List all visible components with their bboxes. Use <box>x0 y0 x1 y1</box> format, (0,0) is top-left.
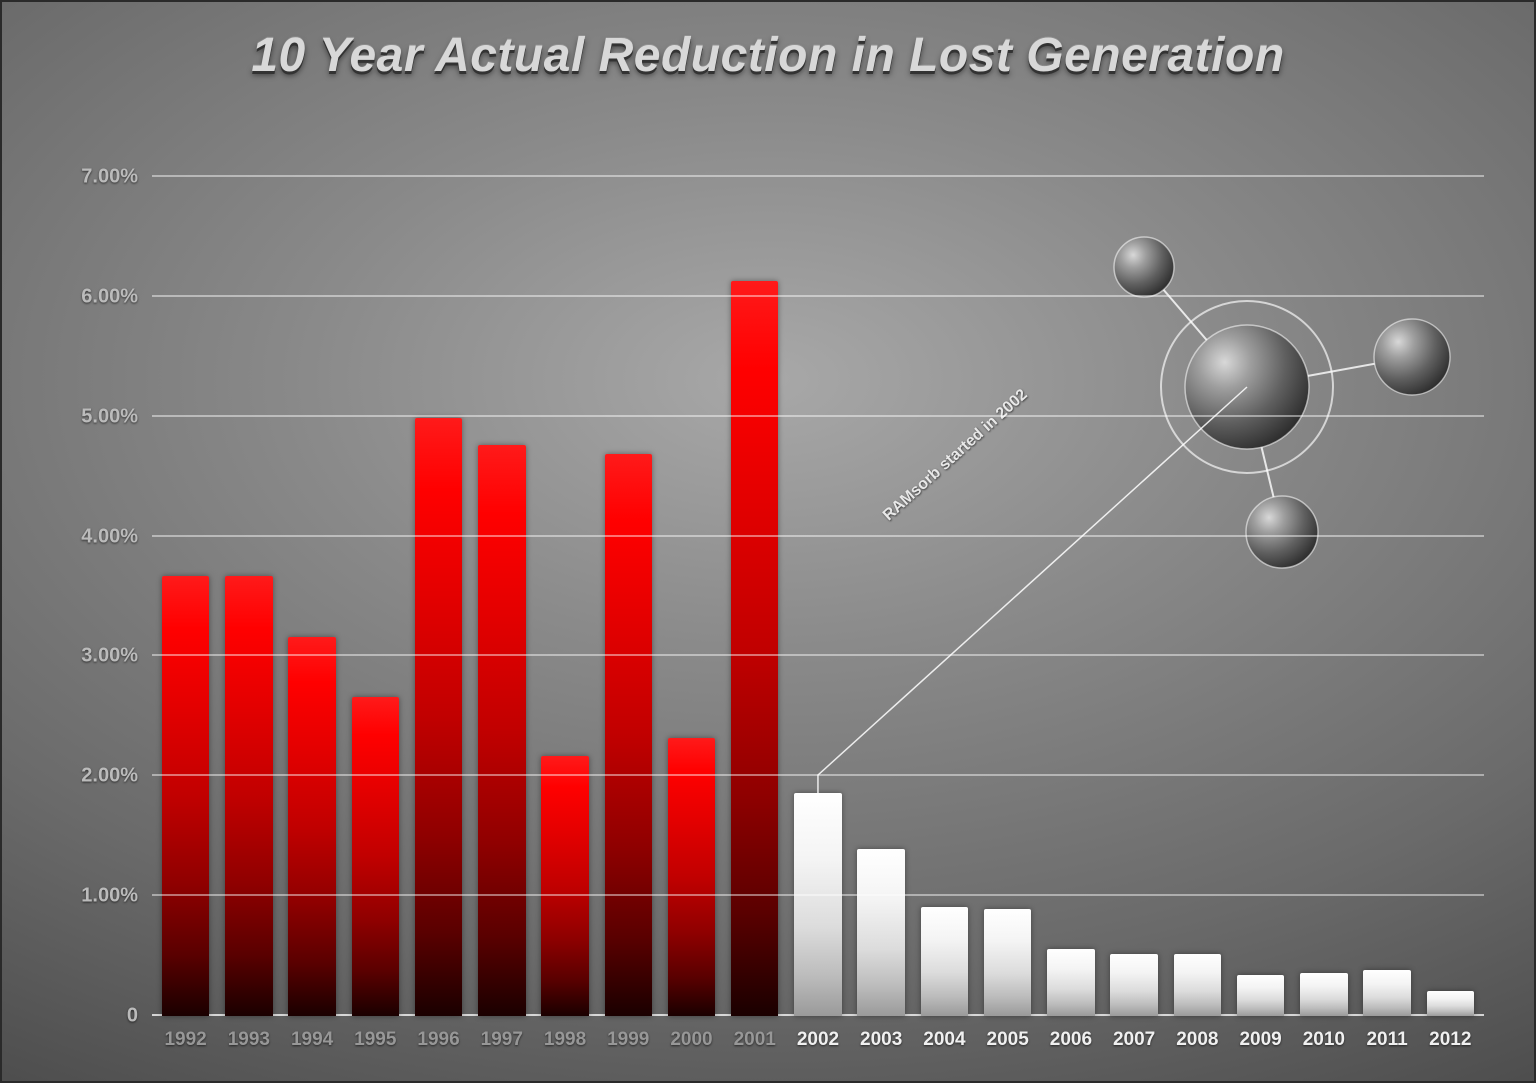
bar-slot <box>917 117 972 1016</box>
bar-slot <box>348 117 403 1016</box>
gridline <box>152 535 1484 537</box>
y-axis-label: 6.00% <box>81 285 152 308</box>
bar-2004 <box>921 907 969 1016</box>
bar-2012 <box>1427 991 1475 1016</box>
bar-2002 <box>794 793 842 1016</box>
bar-2011 <box>1363 970 1411 1016</box>
x-axis-label: 2008 <box>1170 1029 1225 1051</box>
gridline <box>152 774 1484 776</box>
x-axis-label: 2007 <box>1107 1029 1162 1051</box>
bar-slot <box>790 117 845 1016</box>
bar-slot <box>411 117 466 1016</box>
bar-slot <box>854 117 909 1016</box>
bar-slot <box>727 117 782 1016</box>
bar-slot <box>1043 117 1098 1016</box>
gridline <box>152 654 1484 656</box>
gridline <box>152 415 1484 417</box>
y-axis-label: 5.00% <box>81 405 152 428</box>
y-axis-label: 0 <box>127 1005 152 1028</box>
chart-frame: 10 Year Actual Reduction in Lost Generat… <box>0 0 1536 1083</box>
x-axis-label: 2004 <box>917 1029 972 1051</box>
x-axis-label: 1996 <box>411 1029 466 1051</box>
y-axis-label: 1.00% <box>81 885 152 908</box>
gridline <box>152 894 1484 896</box>
bar-1995 <box>352 697 400 1016</box>
y-axis-label: 7.00% <box>81 165 152 188</box>
bar-2000 <box>668 738 716 1016</box>
bar-slot <box>1296 117 1351 1016</box>
x-axis-label: 2003 <box>854 1029 909 1051</box>
bar-2006 <box>1047 949 1095 1016</box>
x-axis-label: 2012 <box>1423 1029 1478 1051</box>
y-axis-label: 4.00% <box>81 525 152 548</box>
bar-slot <box>980 117 1035 1016</box>
x-axis-label: 2009 <box>1233 1029 1288 1051</box>
bar-slot <box>284 117 339 1016</box>
bars-container <box>152 117 1484 1016</box>
bar-2007 <box>1110 954 1158 1016</box>
x-axis-label: 1997 <box>474 1029 529 1051</box>
x-axis-label: 1998 <box>537 1029 592 1051</box>
x-axis-label: 1992 <box>158 1029 213 1051</box>
gridline <box>152 175 1484 177</box>
x-axis-labels: 1992 1993 1994 1995 1996 1997 1998 1999 2000 2001… <box>152 1029 1484 1051</box>
bar-2008 <box>1174 954 1222 1016</box>
x-axis-label: 2005 <box>980 1029 1035 1051</box>
x-axis-label: 2011 <box>1359 1029 1414 1051</box>
bar-slot <box>1170 117 1225 1016</box>
bar-slot <box>158 117 213 1016</box>
bar-1998 <box>541 756 589 1016</box>
bar-slot <box>1107 117 1162 1016</box>
bar-1999 <box>605 454 653 1016</box>
bar-2005 <box>984 909 1032 1016</box>
bar-slot <box>1423 117 1478 1016</box>
bar-2009 <box>1237 975 1285 1016</box>
bar-1992 <box>162 576 210 1016</box>
y-axis-label: 2.00% <box>81 765 152 788</box>
bar-1993 <box>225 576 273 1016</box>
x-axis-label: 1994 <box>284 1029 339 1051</box>
gridline <box>152 295 1484 297</box>
bar-slot <box>221 117 276 1016</box>
bar-1996 <box>415 418 463 1016</box>
bar-slot <box>664 117 719 1016</box>
bar-slot <box>537 117 592 1016</box>
x-axis-label: 1995 <box>348 1029 403 1051</box>
bar-slot <box>1359 117 1414 1016</box>
x-axis-label: 2006 <box>1043 1029 1098 1051</box>
x-axis-label: 2002 <box>790 1029 845 1051</box>
chart-title: 10 Year Actual Reduction in Lost Generat… <box>2 28 1534 83</box>
bar-2010 <box>1300 973 1348 1016</box>
bar-2003 <box>857 849 905 1016</box>
x-axis-label: 2000 <box>664 1029 719 1051</box>
bar-1994 <box>288 637 336 1016</box>
bar-2001 <box>731 281 779 1016</box>
bar-slot <box>474 117 529 1016</box>
y-axis-label: 3.00% <box>81 645 152 668</box>
plot-area: RAMsorb started in 2002 01.00%2.00%3.00%… <box>152 117 1484 1016</box>
bar-1997 <box>478 445 526 1016</box>
x-axis-label: 1993 <box>221 1029 276 1051</box>
bar-slot <box>1233 117 1288 1016</box>
bar-slot <box>601 117 656 1016</box>
x-axis-label: 1999 <box>601 1029 656 1051</box>
x-axis-label: 2010 <box>1296 1029 1351 1051</box>
x-axis-label: 2001 <box>727 1029 782 1051</box>
